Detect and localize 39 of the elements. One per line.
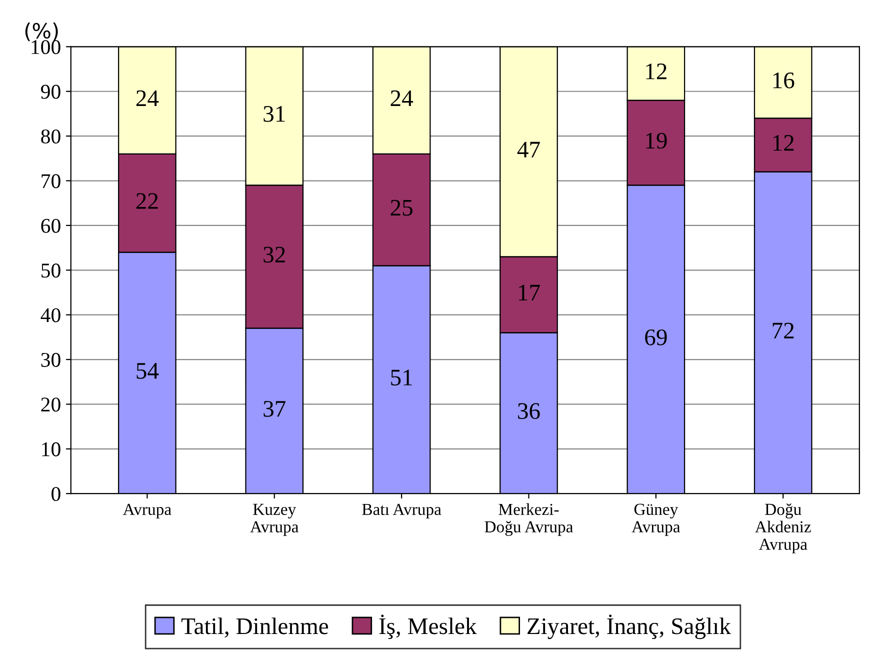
data-label: 12 bbox=[646, 64, 666, 80]
data-label: 25 bbox=[390, 200, 412, 216]
legend-label: Ziyaret, İnanç, Sağlık bbox=[528, 614, 731, 640]
data-label: 51 bbox=[391, 370, 412, 386]
y-tick-label: 80 bbox=[41, 129, 60, 144]
legend-label: Tatil, Dinlenme bbox=[181, 618, 328, 638]
x-tick-label: Avrupa bbox=[122, 504, 172, 518]
x-tick-label: Merkezi- Doğu Avrupa bbox=[484, 503, 574, 536]
data-label: 16 bbox=[773, 72, 794, 88]
data-label: 12 bbox=[773, 135, 794, 151]
data-label: 47 bbox=[517, 142, 540, 158]
data-label: 31 bbox=[264, 106, 285, 122]
data-label: 17 bbox=[519, 284, 540, 300]
y-tick-label: 10 bbox=[42, 442, 60, 456]
data-label: 32 bbox=[264, 246, 285, 263]
y-tick-label: 50 bbox=[42, 264, 60, 278]
data-label: 54 bbox=[136, 363, 159, 379]
y-tick-label: 0 bbox=[52, 486, 60, 502]
y-tick-label: 40 bbox=[40, 308, 60, 322]
data-label: 24 bbox=[136, 90, 159, 106]
data-label: 19 bbox=[646, 132, 667, 149]
data-label: 22 bbox=[136, 193, 158, 209]
data-label: 24 bbox=[390, 90, 413, 106]
y-axis-title: (%) bbox=[25, 22, 58, 42]
y-tick-label: 100 bbox=[32, 40, 60, 54]
y-tick-label: 60 bbox=[41, 218, 60, 233]
x-tick-label: Batı Avrupa bbox=[362, 504, 442, 518]
y-tick-label: 70 bbox=[42, 174, 60, 188]
x-tick-label: Kuzey Avrupa bbox=[250, 504, 299, 536]
data-label: 36 bbox=[518, 403, 540, 420]
y-tick-label: 20 bbox=[41, 398, 60, 412]
x-tick-label: Güney Avrupa bbox=[632, 504, 680, 536]
legend-label: İş, Meslek bbox=[379, 614, 477, 640]
data-label: 69 bbox=[645, 329, 667, 346]
data-label: 72 bbox=[772, 322, 794, 338]
data-label: 37 bbox=[264, 400, 286, 417]
y-tick-label: 30 bbox=[41, 352, 60, 367]
y-tick-label: 90 bbox=[40, 84, 60, 99]
x-tick-label: Doğu Akdeniz Avrupa bbox=[755, 503, 811, 554]
